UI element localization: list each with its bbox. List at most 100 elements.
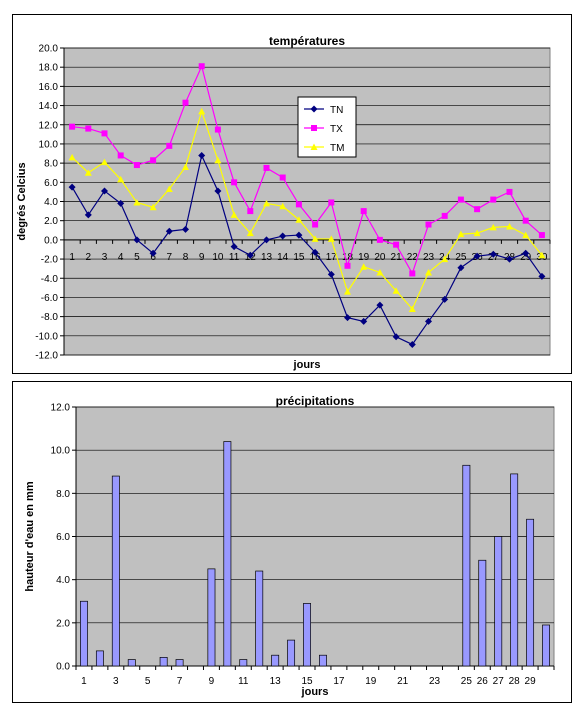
point-TN: [133, 236, 141, 244]
chart-title: précipitations: [276, 394, 355, 408]
point-TX: [376, 236, 383, 243]
point-TN: [311, 248, 319, 256]
point-TN: [408, 340, 416, 348]
point-TM: [68, 153, 76, 161]
y-tick-label: 20.0: [39, 44, 59, 55]
point-TN: [392, 333, 400, 341]
point-TN: [149, 249, 157, 257]
y-tick-label: 2.0: [44, 216, 58, 227]
point-TM: [198, 107, 206, 115]
point-TM: [392, 287, 400, 294]
point-TM: [425, 268, 432, 276]
precipitation-chart: 0.02.04.06.08.010.012.01 3 5 7 9 11 13 15 17 19 21…: [24, 394, 555, 698]
legend-marker-TX: [311, 125, 317, 131]
x-tick-label: 7: [177, 676, 183, 687]
x-tick-label: 6: [150, 252, 156, 263]
point-TX: [328, 199, 335, 206]
y-tick-label: -4.0: [41, 274, 59, 285]
point-TX: [263, 164, 270, 171]
x-tick-label: 17: [333, 676, 345, 687]
x-tick-label: 21: [397, 676, 409, 687]
point-TX: [231, 179, 238, 186]
point-TM: [473, 229, 481, 237]
x-tick-label: 15: [301, 676, 313, 687]
precipitation-chart-frame: 0.0 2.0 4.0 6.0 8.0 10.0 12.0 1 3 5 7 9 11 13 15 17 19 21…: [12, 381, 572, 703]
y-tick-label: 12.0: [51, 403, 71, 414]
x-tick-label: 9: [209, 676, 215, 687]
y-tick-label: 12.0: [39, 120, 59, 131]
point-TM: [133, 198, 141, 206]
point-TN: [538, 272, 546, 280]
point-TM: [263, 199, 270, 207]
legend-marker-TM: [310, 143, 318, 150]
legend-label-TN: TN: [330, 105, 343, 116]
point-TX: [490, 196, 497, 203]
point-TM: [376, 268, 384, 276]
x-tick-label: 10: [212, 252, 224, 263]
x-tick-label: 17: [326, 252, 338, 263]
point-TM: [149, 203, 157, 211]
bar: [255, 570, 264, 667]
y-tick-label: 8.0: [56, 489, 70, 500]
point-TX: [295, 201, 302, 208]
x-tick-label: 15: [293, 252, 305, 263]
x-tick-label: 3: [102, 252, 108, 263]
y-tick-label: 18.0: [39, 63, 59, 74]
point-TX: [117, 152, 124, 159]
y-tick-label: -12.0: [35, 351, 58, 362]
point-TM: [117, 175, 125, 183]
y-axis-label: degrés Celcius: [16, 162, 28, 240]
point-TM: [279, 202, 287, 210]
point-TN: [473, 252, 481, 260]
point-TM: [344, 288, 351, 295]
x-tick-label: 19: [365, 676, 377, 687]
point-TN: [263, 236, 270, 244]
temperature-chart-frame: -12.0 -10.0 -8.0 -6.0 -4.0 -2.0 0.0 2.0 4.0 6.0 8.…: [12, 14, 572, 374]
bar: [111, 475, 120, 667]
point-TX: [522, 217, 529, 224]
bar: [510, 473, 519, 667]
y-tick-label: -6.0: [41, 293, 59, 304]
point-TX: [506, 188, 513, 195]
x-tick-label: 5: [134, 252, 140, 263]
x-tick-label: 4: [118, 252, 124, 263]
x-tick-label: 29: [525, 676, 537, 687]
x-tick-label: 5: [145, 676, 151, 687]
point-TM: [165, 185, 173, 193]
x-tick-label: 29: [520, 252, 532, 263]
x-tick-label: 1: [81, 676, 87, 687]
y-tick-label: 10.0: [39, 139, 59, 150]
point-TX: [425, 221, 432, 228]
x-tick-label: 19: [358, 252, 370, 263]
y-tick-label: 4.0: [56, 575, 70, 586]
bar: [159, 657, 168, 667]
point-TN: [441, 295, 449, 303]
point-TX: [344, 262, 351, 269]
point-TM: [311, 235, 319, 242]
point-TX: [182, 99, 189, 106]
x-tick-label: 11: [229, 252, 240, 263]
y-tick-label: -10.0: [35, 331, 58, 342]
x-tick-label: 25: [461, 676, 473, 687]
y-tick-label: -8.0: [41, 312, 59, 323]
bar: [223, 441, 232, 667]
x-tick-label: 28: [509, 676, 521, 687]
point-TM: [360, 263, 368, 270]
point-TM: [230, 211, 238, 218]
point-TN: [279, 232, 287, 240]
point-TN: [182, 225, 189, 233]
bar: [494, 536, 503, 667]
bar: [319, 654, 327, 667]
point-TN: [327, 270, 335, 278]
y-tick-label: 0.0: [56, 662, 70, 673]
point-TX: [409, 270, 416, 277]
y-tick-label: 2.0: [56, 618, 70, 629]
point-TX: [441, 212, 448, 219]
x-tick-label: 1: [69, 252, 75, 263]
point-TN: [295, 231, 303, 239]
point-TX: [393, 241, 400, 248]
bar: [462, 464, 471, 667]
bar: [95, 650, 104, 667]
point-TX: [69, 123, 76, 130]
point-TN: [214, 187, 222, 195]
